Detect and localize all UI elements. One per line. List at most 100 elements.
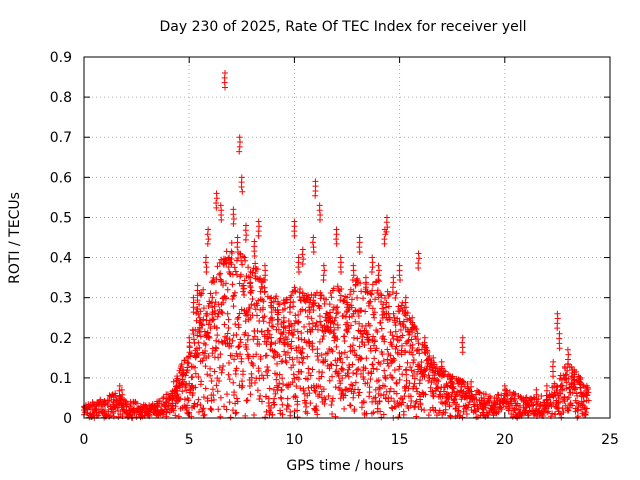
data-point	[346, 402, 353, 409]
data-point	[229, 337, 236, 344]
data-point	[297, 285, 304, 292]
data-point	[281, 348, 288, 355]
data-point	[271, 401, 278, 408]
data-point	[554, 389, 561, 396]
data-point	[392, 322, 399, 329]
data-point	[242, 318, 249, 325]
data-point	[313, 319, 320, 326]
data-point	[173, 397, 180, 404]
data-point	[230, 293, 237, 300]
data-point	[228, 250, 235, 257]
data-point	[389, 358, 396, 365]
data-point	[267, 295, 274, 302]
data-point	[376, 398, 383, 405]
data-point	[381, 240, 388, 247]
data-point	[207, 405, 214, 412]
data-point	[368, 291, 375, 298]
data-point	[412, 333, 419, 340]
data-point	[233, 350, 240, 357]
data-point	[414, 330, 421, 337]
data-point	[312, 388, 319, 395]
data-point	[422, 344, 429, 351]
data-point	[277, 330, 284, 337]
data-point	[410, 356, 417, 363]
data-point	[430, 369, 437, 376]
data-point	[314, 411, 321, 418]
data-point	[319, 336, 326, 343]
data-point	[421, 407, 428, 414]
data-point	[101, 411, 108, 418]
data-point	[229, 407, 236, 414]
data-point	[403, 366, 410, 373]
data-point	[217, 270, 224, 277]
data-point	[214, 263, 221, 270]
data-point	[335, 370, 342, 377]
data-point	[392, 295, 399, 302]
data-point	[122, 398, 129, 405]
data-point	[248, 301, 255, 308]
data-point	[442, 409, 449, 416]
data-point	[185, 360, 192, 367]
data-point	[338, 268, 345, 275]
data-point	[349, 361, 356, 368]
plot-frame	[83, 56, 611, 419]
data-point	[388, 374, 395, 381]
data-point	[345, 373, 352, 380]
data-point	[213, 195, 220, 202]
data-point	[329, 395, 336, 402]
data-point	[584, 392, 591, 399]
data-point	[394, 349, 401, 356]
data-point	[370, 365, 377, 372]
data-point	[279, 411, 286, 418]
data-point	[476, 389, 483, 396]
data-point	[454, 380, 461, 387]
data-point	[338, 286, 345, 293]
data-point	[293, 345, 300, 352]
data-point	[564, 361, 571, 368]
data-point	[271, 348, 278, 355]
data-point	[511, 405, 518, 412]
data-point	[254, 336, 261, 343]
data-point	[355, 313, 362, 320]
data-point	[397, 277, 404, 284]
y-tick-label: 0	[63, 411, 72, 427]
data-point	[327, 361, 334, 368]
data-point	[350, 334, 357, 341]
data-point	[268, 309, 275, 316]
data-point	[496, 396, 503, 403]
data-point	[390, 310, 397, 317]
data-point	[374, 290, 381, 297]
data-point	[405, 337, 412, 344]
data-point	[160, 395, 167, 402]
data-point	[221, 403, 228, 410]
data-point	[334, 309, 341, 316]
data-point	[426, 353, 433, 360]
data-point	[393, 390, 400, 397]
data-point	[369, 305, 376, 312]
data-point	[290, 362, 297, 369]
data-point	[538, 392, 545, 399]
data-point	[353, 352, 360, 359]
data-point	[280, 381, 287, 388]
data-point	[233, 409, 240, 416]
data-point	[182, 372, 189, 379]
data-point	[309, 346, 316, 353]
data-point	[295, 334, 302, 341]
data-point	[329, 373, 336, 380]
data-point	[288, 323, 295, 330]
data-point	[298, 336, 305, 343]
data-point	[397, 327, 404, 334]
data-point	[399, 342, 406, 349]
data-point	[260, 318, 267, 325]
data-point	[364, 331, 371, 338]
data-point	[544, 409, 551, 416]
data-point	[344, 354, 351, 361]
data-point	[269, 317, 276, 324]
data-point	[202, 341, 209, 348]
data-point	[262, 414, 269, 421]
data-point	[416, 255, 423, 262]
data-point	[308, 315, 315, 322]
data-point	[476, 390, 483, 397]
data-point	[213, 345, 220, 352]
data-point	[436, 407, 443, 414]
